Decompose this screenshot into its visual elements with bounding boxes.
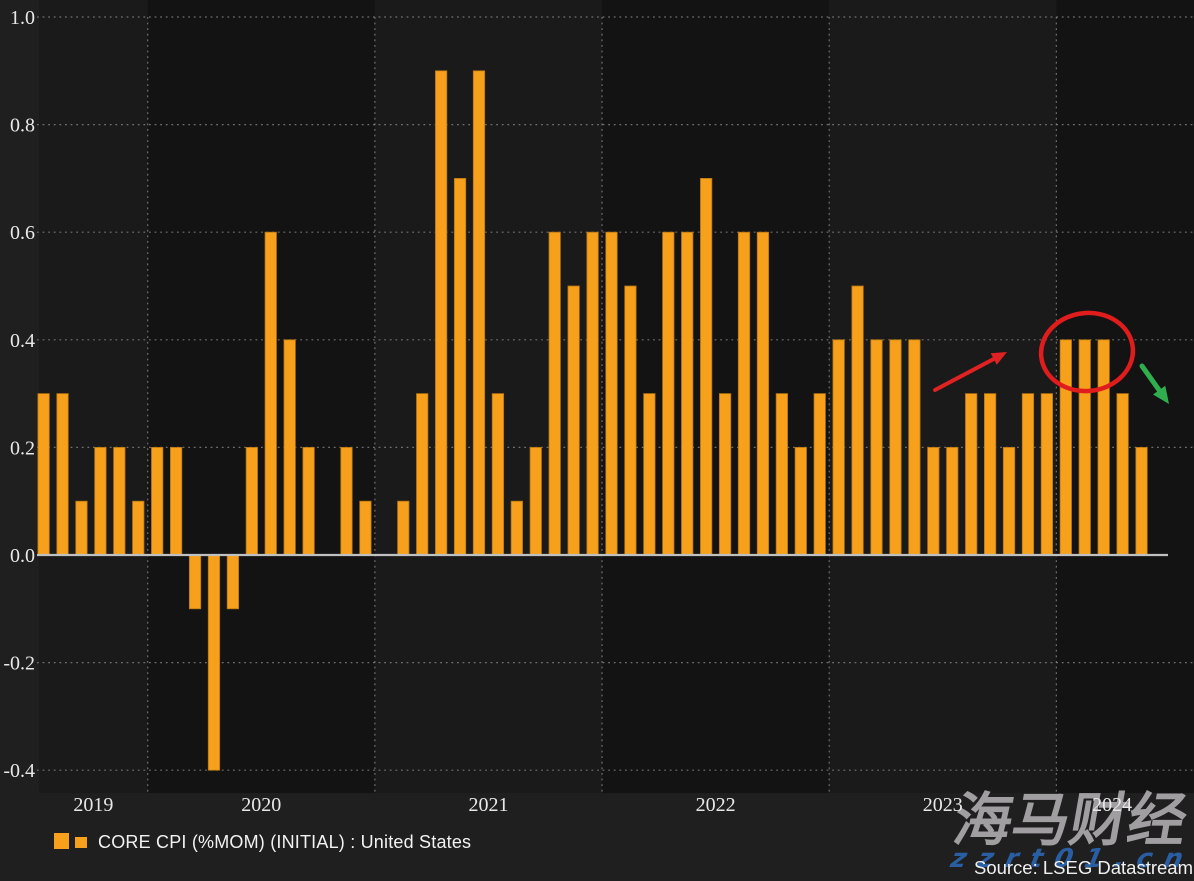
bar-2020-02 (170, 446, 183, 556)
bar-2021-06 (472, 70, 486, 556)
legend-swatch-large-icon (54, 833, 69, 849)
y-tick-label-1.0: 1.0 (10, 7, 35, 29)
source-credit: Source: LSEG Datastream (974, 857, 1193, 878)
bar-2019-11 (113, 446, 126, 556)
legend-swatch-small-icon (75, 837, 87, 848)
watermark-brand: 海马财经 (949, 786, 1193, 853)
bar-2020-01 (151, 446, 164, 556)
year-label-2023: 2023 (923, 794, 963, 816)
year-band-2020 (147, 0, 375, 793)
bar-2020-06 (245, 446, 258, 556)
bar-2021-02 (397, 500, 410, 556)
bar-2022-10 (775, 393, 788, 556)
bar-2020-05 (226, 554, 239, 610)
year-label-2019: 2019 (73, 794, 113, 816)
y-tick-label-0.0: 0.0 (10, 545, 35, 567)
bar-2023-07 (946, 446, 959, 556)
legend: CORE CPI (%MOM) (INITIAL) : United State… (54, 832, 471, 852)
bar-2022-03 (643, 393, 656, 556)
bar-2022-02 (624, 285, 637, 556)
bar-2021-10 (548, 231, 561, 556)
bar-2020-07 (264, 231, 277, 556)
bar-2023-09 (984, 393, 997, 556)
bar-2023-04 (889, 339, 902, 556)
green-arrow-shaft (1139, 363, 1162, 393)
bar-2020-11 (340, 446, 353, 556)
bar-2023-01 (832, 339, 845, 556)
legend-label: CORE CPI (%MOM) (INITIAL) : United State… (98, 832, 472, 852)
year-label-2020: 2020 (241, 794, 281, 816)
year-band-2023 (829, 0, 1057, 793)
year-band-2022 (602, 0, 830, 793)
watermark-site: zzrt01.cn (947, 844, 1194, 874)
bar-2023-10 (1002, 446, 1016, 556)
y-tick-label-0.4: 0.4 (10, 330, 35, 352)
year-label-2022: 2022 (696, 794, 736, 816)
y-tick-label-0.6: 0.6 (10, 222, 35, 244)
bar-2023-02 (851, 285, 864, 556)
bar-2021-04 (435, 70, 448, 556)
green-arrow-head (1153, 385, 1169, 404)
bar-2019-09 (75, 500, 88, 556)
bar-2021-09 (529, 446, 542, 556)
bar-2022-09 (756, 231, 770, 556)
red-circle-annotation (1038, 310, 1136, 394)
bar-2020-09 (302, 446, 315, 556)
bar-2020-08 (283, 339, 296, 556)
y-tick-label--0.2: -0.2 (3, 653, 35, 675)
bar-2019-10 (94, 446, 107, 556)
bar-2022-05 (681, 231, 694, 556)
bar-2024-03 (1097, 339, 1110, 556)
year-label-2021: 2021 (468, 794, 508, 816)
bar-2024-02 (1078, 339, 1091, 556)
bar-2023-08 (965, 393, 978, 556)
red-arrow-shaft (933, 357, 996, 392)
bar-2021-12 (586, 231, 599, 556)
bar-2023-03 (870, 339, 883, 556)
bar-2023-11 (1021, 393, 1035, 556)
bar-2022-06 (700, 177, 713, 556)
bar-2024-04 (1116, 393, 1129, 556)
bar-2021-05 (453, 177, 467, 556)
bar-2024-05 (1135, 446, 1148, 556)
bar-2023-06 (927, 446, 940, 556)
bar-2021-07 (491, 393, 505, 556)
bar-2022-04 (662, 231, 675, 556)
bar-2022-12 (813, 393, 826, 556)
red-arrow-head (990, 352, 1007, 365)
bar-2020-04 (207, 554, 221, 771)
year-band-2019 (39, 0, 148, 793)
year-band-2021 (374, 0, 603, 793)
bar-2019-08 (56, 393, 69, 556)
year-label-2024: 2024 (1092, 794, 1132, 816)
bar-2023-12 (1040, 393, 1053, 556)
bar-2024-01 (1059, 339, 1072, 556)
bar-2019-07 (37, 393, 50, 556)
bar-2021-03 (416, 393, 429, 556)
y-tick-label-0.8: 0.8 (10, 115, 35, 137)
y-tick-label--0.4: -0.4 (3, 760, 35, 782)
bar-2022-01 (605, 231, 618, 556)
bar-2022-11 (794, 446, 807, 556)
bar-2022-08 (737, 231, 751, 556)
bar-2021-11 (567, 285, 580, 556)
y-tick-label-0.2: 0.2 (10, 437, 35, 459)
bar-2022-07 (718, 393, 732, 556)
bar-2020-03 (188, 554, 202, 610)
bar-2020-12 (359, 500, 372, 556)
bar-2021-08 (510, 500, 523, 556)
bar-2019-12 (132, 500, 145, 556)
bar-2023-05 (908, 339, 921, 556)
